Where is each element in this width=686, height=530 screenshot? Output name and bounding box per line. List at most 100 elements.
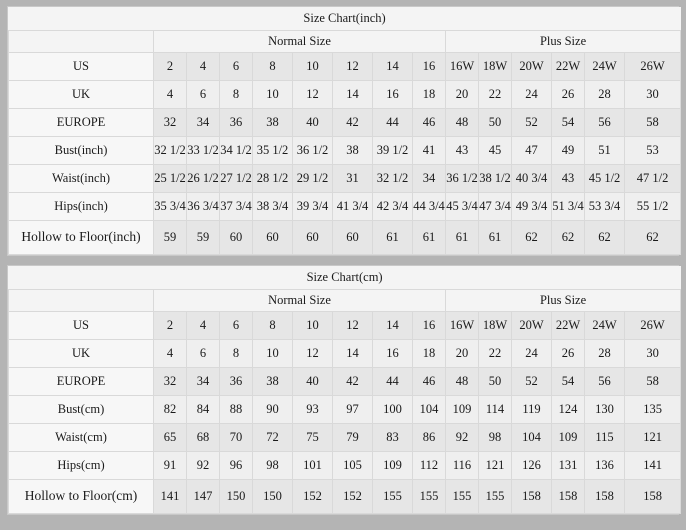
cell-hollow-5: 152 (332, 479, 373, 514)
cell-hips-7: 44 3/4 (412, 192, 446, 221)
cell-us-4: 10 (292, 52, 333, 81)
cell-waist-4: 29 1/2 (292, 164, 333, 193)
cell-bust-12: 130 (584, 395, 625, 424)
cell-hollow-1: 59 (186, 220, 220, 255)
cell-bust-0: 82 (153, 395, 187, 424)
cell-hips-13: 55 1/2 (623, 192, 682, 221)
cell-hips-2: 96 (219, 451, 253, 480)
cell-waist-2: 70 (219, 423, 253, 452)
cell-us-10: 20W (511, 311, 552, 340)
cell-waist-1: 68 (186, 423, 220, 452)
cell-us-6: 14 (372, 311, 413, 340)
size-chart-inch-table: Size Chart(inch) Normal Size Plus Size U… (7, 7, 682, 255)
cell-us-8: 16W (445, 311, 479, 340)
cell-bust-1: 33 1/2 (186, 136, 220, 165)
cell-waist-12: 45 1/2 (584, 164, 625, 193)
cell-waist-5: 79 (332, 423, 373, 452)
cell-us-2: 6 (219, 52, 253, 81)
row-label-europe: EUROPE (8, 108, 154, 137)
cell-hips-2: 37 3/4 (219, 192, 253, 221)
cell-hips-8: 116 (445, 451, 479, 480)
cell-hollow-7: 155 (412, 479, 446, 514)
cell-hollow-8: 61 (445, 220, 479, 255)
cell-hollow-11: 158 (551, 479, 585, 514)
chart-title-row: Size Chart(inch) (7, 7, 682, 31)
cell-waist-4: 75 (292, 423, 333, 452)
cell-bust-6: 39 1/2 (372, 136, 413, 165)
cell-hollow-3: 60 (252, 220, 293, 255)
cell-uk-5: 14 (332, 339, 373, 368)
cell-bust-13: 53 (623, 136, 682, 165)
table-row: US 2 4 6 8 10 12 14 16 16W 18W 20W 22W 2… (8, 311, 682, 340)
cell-hollow-8: 155 (445, 479, 479, 514)
table-row: Hips(cm) 91 92 96 98 101 105 109 112 116… (8, 451, 682, 480)
cell-uk-2: 8 (219, 80, 253, 109)
row-label-europe: EUROPE (8, 367, 154, 396)
cell-uk-4: 12 (292, 80, 333, 109)
size-chart-inch: Size Chart(inch) Normal Size Plus Size U… (7, 6, 682, 256)
cell-uk-13: 30 (623, 80, 682, 109)
cell-europe-6: 44 (372, 108, 413, 137)
row-label-hollow-to-floor: Hollow to Floor(cm) (8, 479, 154, 514)
cell-uk-6: 16 (372, 339, 413, 368)
cell-europe-12: 56 (584, 367, 625, 396)
chart-group-row: Normal Size Plus Size (8, 289, 682, 312)
cell-europe-11: 54 (551, 108, 585, 137)
table-row: EUROPE 32 34 36 38 40 42 44 46 48 50 52 … (8, 108, 682, 137)
cell-us-7: 16 (412, 52, 446, 81)
cell-bust-11: 124 (551, 395, 585, 424)
group-header-plus: Plus Size (444, 30, 682, 53)
cell-bust-6: 100 (372, 395, 413, 424)
row-label-waist: Waist(cm) (8, 423, 154, 452)
cell-waist-0: 65 (153, 423, 187, 452)
chart-group-row: Normal Size Plus Size (8, 30, 682, 53)
cell-uk-10: 24 (511, 339, 552, 368)
cell-uk-9: 22 (478, 80, 512, 109)
cell-europe-4: 40 (292, 367, 333, 396)
table-row: US 2 4 6 8 10 12 14 16 16W 18W 20W 22W 2… (8, 52, 682, 81)
cell-waist-10: 104 (511, 423, 552, 452)
cell-bust-10: 47 (511, 136, 552, 165)
cell-europe-5: 42 (332, 108, 373, 137)
chart-title: Size Chart(cm) (7, 266, 682, 290)
cell-hips-12: 136 (584, 451, 625, 480)
cell-hips-10: 49 3/4 (511, 192, 552, 221)
cell-waist-8: 36 1/2 (445, 164, 479, 193)
cell-europe-1: 34 (186, 108, 220, 137)
cell-waist-11: 43 (551, 164, 585, 193)
cell-hollow-1: 147 (186, 479, 220, 514)
cell-hips-4: 101 (292, 451, 333, 480)
group-header-normal: Normal Size (153, 289, 446, 312)
cell-hips-5: 41 3/4 (332, 192, 373, 221)
cell-us-13: 26W (623, 52, 682, 81)
cell-waist-13: 121 (623, 423, 682, 452)
cell-waist-1: 26 1/2 (186, 164, 220, 193)
cell-hollow-13: 158 (623, 479, 682, 514)
cell-us-9: 18W (478, 52, 512, 81)
cell-europe-8: 48 (445, 108, 479, 137)
cell-hollow-10: 158 (511, 479, 552, 514)
cell-bust-3: 35 1/2 (252, 136, 293, 165)
cell-bust-7: 41 (412, 136, 446, 165)
cell-hips-1: 36 3/4 (186, 192, 220, 221)
cell-hollow-3: 150 (252, 479, 293, 514)
cell-waist-11: 109 (551, 423, 585, 452)
cell-hollow-7: 61 (412, 220, 446, 255)
cell-us-13: 26W (623, 311, 682, 340)
table-row: Waist(cm) 65 68 70 72 75 79 83 86 92 98 … (8, 423, 682, 452)
cell-hips-12: 53 3/4 (584, 192, 625, 221)
cell-bust-1: 84 (186, 395, 220, 424)
cell-hips-10: 126 (511, 451, 552, 480)
cell-europe-4: 40 (292, 108, 333, 137)
cell-hollow-12: 158 (584, 479, 625, 514)
cell-europe-3: 38 (252, 367, 293, 396)
row-label-uk: UK (8, 339, 154, 368)
table-row: EUROPE 32 34 36 38 40 42 44 46 48 50 52 … (8, 367, 682, 396)
table-row: Waist(inch) 25 1/2 26 1/2 27 1/2 28 1/2 … (8, 164, 682, 193)
cell-waist-7: 86 (412, 423, 446, 452)
cell-us-7: 16 (412, 311, 446, 340)
table-row: UK 4 6 8 10 12 14 16 18 20 22 24 26 28 3… (8, 80, 682, 109)
cell-hips-0: 35 3/4 (153, 192, 187, 221)
cell-europe-13: 58 (623, 367, 682, 396)
